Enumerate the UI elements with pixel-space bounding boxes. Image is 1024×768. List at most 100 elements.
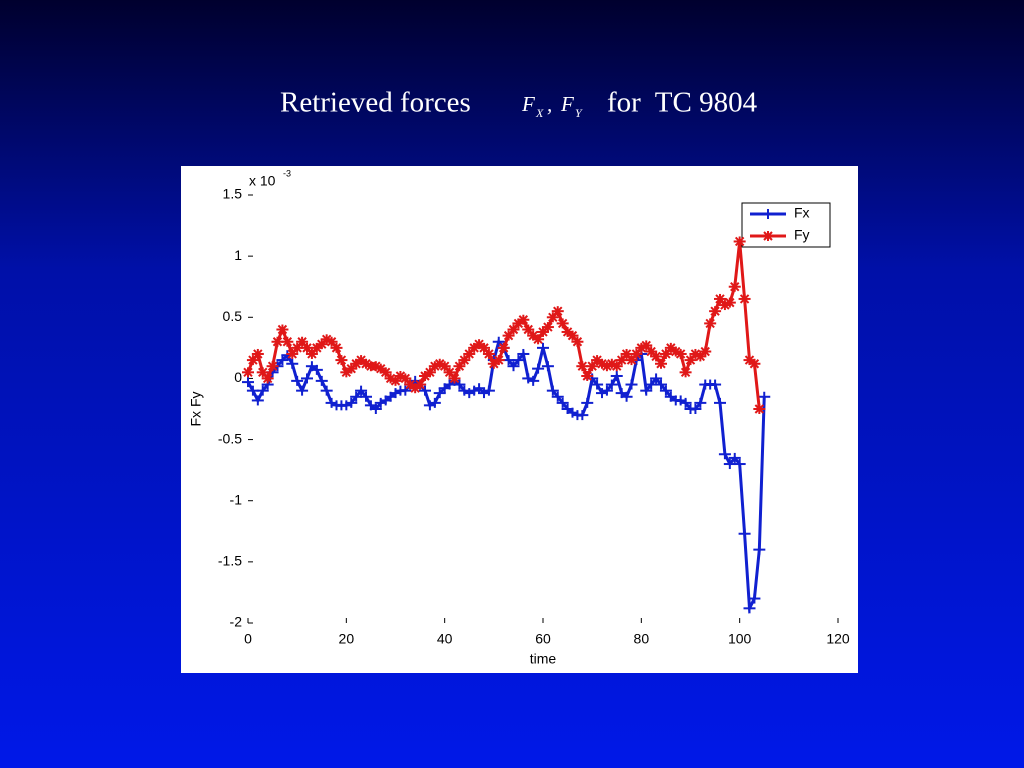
legend-label: Fy: [794, 227, 810, 243]
x-tick-label: 60: [535, 631, 551, 647]
marker: [551, 306, 564, 317]
marker-stroke: [494, 355, 504, 365]
marker: [758, 391, 771, 402]
marker-stroke: [656, 359, 666, 369]
marker-stroke: [282, 337, 293, 347]
marker: [345, 397, 358, 408]
marker-stroke: [562, 327, 573, 337]
marker: [591, 379, 604, 390]
marker: [714, 397, 726, 408]
marker: [762, 231, 774, 241]
marker: [576, 410, 589, 421]
marker: [517, 314, 530, 325]
marker: [753, 404, 766, 414]
marker: [301, 373, 313, 384]
marker: [620, 348, 633, 359]
marker: [414, 379, 427, 390]
marker: [581, 370, 594, 381]
marker-stroke: [331, 343, 342, 353]
marker: [492, 336, 505, 347]
marker: [709, 306, 722, 317]
y-exponent: -3: [283, 168, 291, 178]
marker-stroke: [577, 361, 588, 371]
marker-stroke: [621, 349, 632, 359]
marker-stroke: [415, 379, 425, 390]
marker: [551, 391, 564, 402]
marker: [650, 373, 663, 384]
marker: [694, 397, 707, 408]
marker: [659, 385, 672, 396]
marker: [733, 236, 746, 247]
marker-stroke: [253, 349, 263, 359]
title-math-sep: ,: [547, 92, 552, 116]
marker-stroke: [444, 367, 455, 378]
marker-stroke: [400, 373, 411, 384]
marker: [399, 385, 412, 396]
marker: [738, 528, 751, 539]
marker: [748, 593, 761, 604]
marker: [655, 379, 667, 390]
marker: [546, 385, 559, 396]
marker-stroke: [690, 349, 701, 359]
marker: [497, 342, 510, 353]
marker: [256, 385, 269, 396]
marker: [296, 385, 309, 396]
marker-stroke: [675, 349, 686, 359]
marker: [453, 379, 466, 390]
marker: [251, 395, 264, 406]
marker-stroke: [597, 359, 607, 369]
marker-stroke: [518, 315, 529, 325]
marker: [605, 379, 618, 390]
marker-stroke: [435, 359, 445, 369]
marker: [556, 318, 569, 329]
marker: [492, 355, 505, 366]
marker-stroke: [528, 330, 538, 341]
marker: [689, 404, 702, 414]
marker-stroke: [763, 231, 773, 241]
x-tick-label: 40: [437, 631, 453, 647]
marker: [699, 346, 712, 357]
marker-stroke: [666, 343, 676, 353]
marker: [527, 375, 540, 386]
marker: [650, 351, 663, 362]
marker: [620, 391, 633, 402]
marker: [537, 342, 549, 353]
x-tick-label: 20: [339, 631, 355, 647]
marker: [355, 385, 368, 396]
y-tick-label: -0.5: [218, 430, 242, 446]
marker-stroke: [734, 236, 745, 247]
marker-stroke: [326, 337, 337, 347]
marker-stroke: [651, 351, 661, 362]
marker-stroke: [336, 355, 347, 365]
marker: [281, 336, 294, 347]
marker: [704, 318, 717, 329]
marker-stroke: [371, 361, 381, 371]
marker: [655, 358, 667, 369]
marker-stroke: [405, 379, 415, 390]
marker-stroke: [754, 404, 765, 414]
marker: [242, 377, 254, 388]
marker: [360, 391, 372, 402]
x-tick-label: 0: [244, 631, 252, 647]
marker: [718, 449, 731, 460]
marker: [625, 379, 638, 390]
marker: [738, 293, 751, 304]
plot-background: [181, 166, 858, 673]
chart-title: Retrieved forces: [280, 87, 471, 119]
marker-stroke: [715, 294, 725, 304]
marker: [448, 373, 461, 384]
marker-stroke: [730, 282, 740, 292]
marker-stroke: [385, 373, 396, 384]
marker: [679, 367, 692, 378]
x-tick-label: 80: [634, 631, 650, 647]
marker-stroke: [543, 322, 553, 332]
marker: [482, 348, 495, 359]
marker-stroke: [533, 334, 543, 345]
marker-stroke: [671, 346, 681, 357]
marker-stroke: [710, 306, 720, 316]
marker: [320, 385, 333, 396]
marker-stroke: [361, 359, 371, 369]
x-tick-label: 120: [826, 631, 850, 647]
marker-stroke: [321, 334, 332, 345]
marker-stroke: [376, 363, 386, 374]
